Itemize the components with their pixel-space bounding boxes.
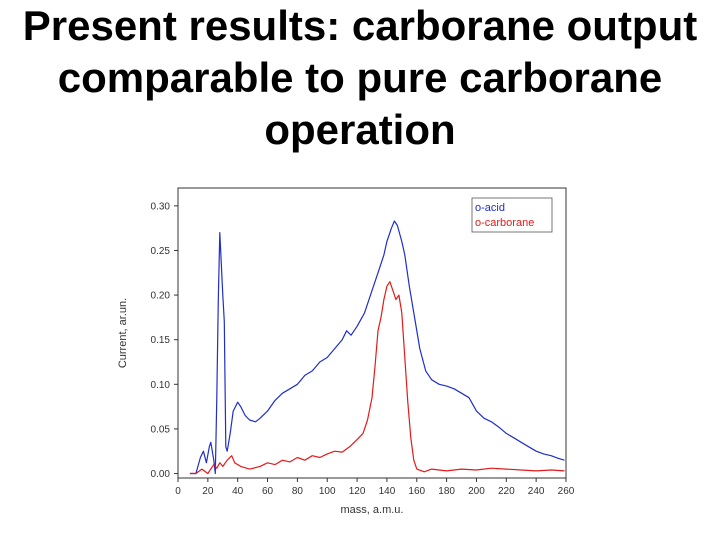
- series-line-o-carborane: [189, 281, 565, 475]
- y-tick-label: 0.30: [151, 201, 171, 212]
- x-axis-label: mass, a.m.u.: [341, 504, 404, 516]
- x-tick-label: 160: [408, 486, 425, 497]
- x-tick-label: 140: [379, 486, 396, 497]
- y-tick-label: 0.15: [151, 335, 171, 346]
- x-tick-label: 220: [498, 486, 515, 497]
- x-tick-label: 20: [202, 486, 214, 497]
- x-tick-label: 100: [319, 486, 336, 497]
- x-tick-label: 120: [349, 486, 366, 497]
- series-line-o-acid: [189, 220, 565, 475]
- slide-title-line-2: comparable to pure carborane: [57, 54, 663, 101]
- legend-box: [471, 197, 553, 233]
- x-tick-label: 180: [438, 486, 455, 497]
- y-tick-label: 0.00: [151, 469, 171, 480]
- y-axis-label: Current, ar.un.: [117, 298, 129, 368]
- x-tick-label: 0: [175, 486, 181, 497]
- legend-entry-o-carborane: o-carborane: [475, 217, 534, 229]
- x-tick-label: 40: [232, 486, 244, 497]
- legend-entry-o-acid: o-acid: [475, 202, 505, 214]
- x-tick-label: 240: [528, 486, 545, 497]
- axis-ticks: 0 20 40 60 80 100 120 140 160 180 200 220 240 260 0.00…: [151, 201, 575, 497]
- series-layer: [189, 220, 565, 475]
- slide-title-line-3: operation: [264, 106, 456, 153]
- x-tick-label: 60: [262, 486, 274, 497]
- x-tick-label: 80: [292, 486, 304, 497]
- y-tick-label: 0.25: [151, 246, 171, 257]
- slide-title-line-1: Present results: carborane output: [22, 2, 698, 49]
- slide-title: Present results: carborane output compar…: [0, 0, 720, 156]
- legend: o-acid o-carborane: [471, 197, 553, 233]
- y-tick-label: 0.10: [151, 380, 171, 391]
- y-tick-label: 0.05: [151, 424, 171, 435]
- x-tick-label: 200: [468, 486, 485, 497]
- x-tick-label: 260: [558, 486, 575, 497]
- y-tick-label: 0.20: [151, 291, 171, 302]
